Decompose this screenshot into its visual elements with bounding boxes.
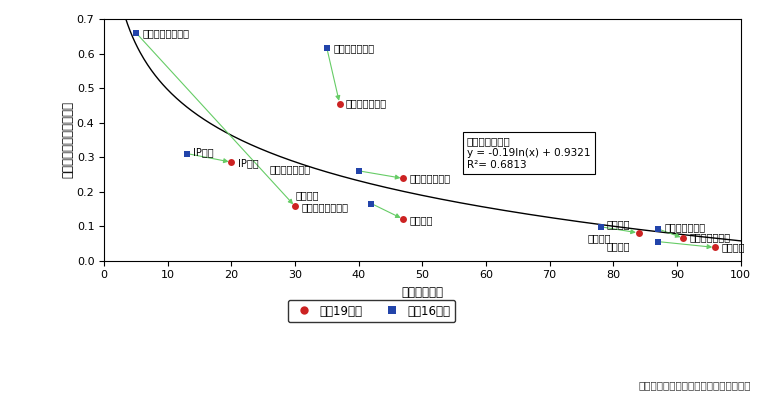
Y-axis label: 地域間格差（変動係数）: 地域間格差（変動係数） xyxy=(61,101,74,178)
Text: インターネット: インターネット xyxy=(664,222,705,232)
Text: IP電話: IP電話 xyxy=(193,147,214,157)
X-axis label: 普及率（％）: 普及率（％） xyxy=(401,286,444,299)
Text: 地上デジタル放送: 地上デジタル放送 xyxy=(142,28,189,38)
Text: IP電話: IP電話 xyxy=(237,158,258,168)
Text: ケーブルテレビ: ケーブルテレビ xyxy=(346,98,387,108)
Text: ブロードバンド: ブロードバンド xyxy=(270,164,311,174)
Text: 携帯電話: 携帯電話 xyxy=(607,241,630,251)
Text: パソコン: パソコン xyxy=(607,220,630,230)
Text: 携帯電話: 携帯電話 xyxy=(722,242,745,253)
Text: 衛星放送: 衛星放送 xyxy=(295,190,319,200)
Text: 総務省「通信利用動向調査」により作成: 総務省「通信利用動向調査」により作成 xyxy=(638,380,751,390)
Text: パソコン: パソコン xyxy=(588,233,611,243)
Legend: 平成19年末, 平成16年末: 平成19年末, 平成16年末 xyxy=(288,300,455,322)
Text: 対数近似曲線：
y = -0.19ln(x) + 0.9321
R²= 0.6813: 対数近似曲線： y = -0.19ln(x) + 0.9321 R²= 0.68… xyxy=(467,136,591,169)
Text: 衛星放送: 衛星放送 xyxy=(410,215,433,225)
Text: ケーブルテレビ: ケーブルテレビ xyxy=(333,43,375,53)
Text: インターネット: インターネット xyxy=(689,232,731,242)
Text: ブロードバンド: ブロードバンド xyxy=(410,173,450,184)
Text: 地上デジタル放送: 地上デジタル放送 xyxy=(302,202,349,212)
